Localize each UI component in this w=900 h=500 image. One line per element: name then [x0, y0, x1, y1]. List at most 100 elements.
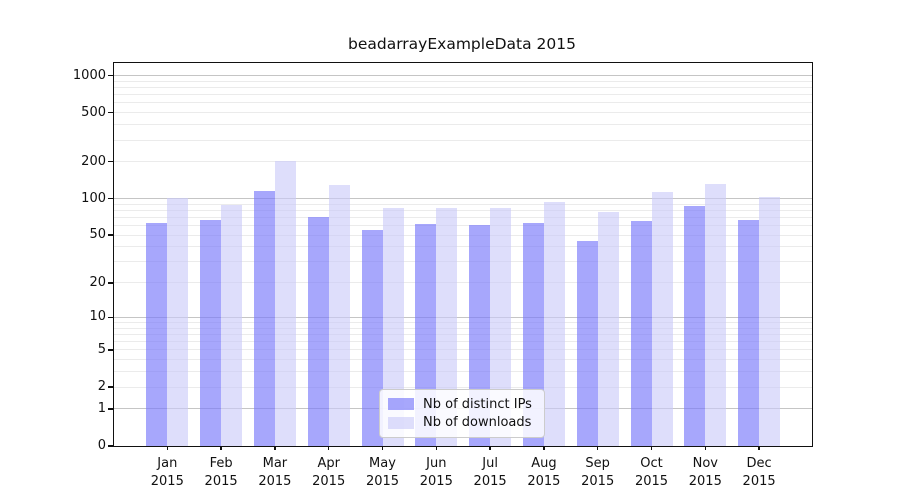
- bar-ips-oct: [630, 221, 652, 446]
- bar-downloads-sep: [597, 211, 619, 446]
- y-tick-mark: [107, 160, 113, 163]
- gridline: [114, 139, 812, 141]
- y-tick-mark: [107, 234, 113, 236]
- bar-ips-jan: [146, 223, 168, 446]
- x-tick-mark: [435, 446, 438, 450]
- y-tick-mark: [107, 386, 113, 388]
- bar-downloads-mar: [274, 160, 296, 446]
- gridline: [114, 334, 812, 335]
- legend-swatch-downloads: [388, 416, 414, 429]
- bar-downloads-jun: [436, 207, 458, 446]
- x-tick-mark: [596, 446, 599, 450]
- gridline: [114, 327, 812, 329]
- x-tick-label: Sep 2015: [581, 456, 615, 489]
- y-tick-label: 500: [81, 104, 106, 120]
- bar-downloads-jul: [490, 207, 512, 446]
- gridline: [114, 371, 812, 373]
- x-tick-label: Apr 2015: [312, 456, 346, 489]
- bar-downloads-jan: [167, 198, 189, 446]
- y-tick-mark: [107, 282, 113, 284]
- gridline-major: [114, 75, 812, 77]
- bar-downloads-apr: [328, 185, 350, 446]
- y-tick-label: 10: [89, 309, 106, 325]
- x-tick-mark: [220, 446, 222, 450]
- bar-downloads-aug: [543, 201, 565, 446]
- legend-item-distinct-ips: Nb of distinct IPs: [388, 395, 536, 413]
- gridline: [114, 282, 812, 284]
- gridline: [114, 203, 812, 205]
- gridline: [114, 80, 812, 82]
- gridline: [114, 234, 812, 236]
- gridline: [114, 161, 812, 163]
- x-tick-mark: [327, 446, 330, 450]
- bar-downloads-nov: [705, 184, 727, 446]
- bar-downloads-may: [382, 208, 404, 446]
- x-tick-label: Nov 2015: [688, 456, 722, 489]
- legend-swatch-distinct-ips: [388, 398, 414, 411]
- y-tick-mark: [107, 197, 113, 200]
- y-tick-mark: [107, 111, 113, 114]
- gridline-major: [114, 316, 812, 318]
- y-tick-mark: [107, 445, 113, 447]
- x-tick-mark: [543, 446, 545, 450]
- bar-ips-nov: [684, 205, 706, 446]
- bar-ips-apr: [307, 217, 329, 446]
- gridline: [114, 112, 812, 114]
- y-tick-label: 1: [97, 400, 106, 416]
- y-tick-mark: [107, 408, 113, 410]
- y-tick-label: 200: [81, 153, 106, 169]
- y-tick-label: 5: [97, 341, 106, 357]
- x-tick-label: Dec 2015: [742, 456, 776, 489]
- y-tick-label: 2: [97, 379, 106, 395]
- gridline: [114, 359, 812, 361]
- y-tick-mark: [107, 74, 113, 77]
- bar-downloads-feb: [221, 205, 243, 446]
- gridline: [114, 261, 812, 263]
- x-tick-mark: [166, 446, 169, 450]
- x-tick-mark: [381, 446, 384, 450]
- x-tick-mark: [704, 446, 707, 450]
- x-tick-mark: [758, 446, 760, 450]
- y-tick-label: 20: [89, 274, 106, 290]
- y-tick-label: 1000: [72, 67, 106, 83]
- x-tick-label: Oct 2015: [634, 456, 669, 489]
- x-tick-label: Jan 2015: [150, 456, 184, 489]
- x-tick-label: Aug 2015: [527, 456, 561, 489]
- gridline: [114, 349, 812, 351]
- x-tick-mark: [489, 446, 491, 450]
- x-tick-mark: [274, 446, 276, 450]
- y-tick-label: 50: [89, 227, 106, 243]
- gridline: [114, 246, 812, 248]
- legend-item-downloads: Nb of downloads: [388, 414, 536, 432]
- gridline: [114, 209, 812, 211]
- legend: Nb of distinct IPs Nb of downloads: [379, 389, 545, 438]
- gridline: [114, 322, 812, 324]
- y-tick-label: 0: [97, 438, 106, 453]
- bar-ips-feb: [200, 219, 222, 446]
- gridline-major: [114, 198, 812, 200]
- y-tick-label: 100: [81, 190, 106, 206]
- gridline: [114, 87, 812, 89]
- y-tick-mark: [107, 349, 113, 351]
- x-tick-mark: [650, 446, 653, 450]
- legend-label-distinct-ips: Nb of distinct IPs: [423, 396, 532, 412]
- gridline: [114, 94, 812, 96]
- x-tick-label: Jun 2015: [419, 456, 453, 489]
- gridline: [114, 225, 812, 227]
- x-tick-label: Feb 2015: [204, 456, 238, 489]
- gridline: [114, 386, 812, 388]
- gridline: [114, 341, 812, 343]
- gridline: [114, 124, 812, 126]
- bar-downloads-oct: [651, 191, 673, 446]
- bar-ips-sep: [576, 240, 598, 446]
- x-tick-label: May 2015: [365, 456, 400, 489]
- legend-label-downloads: Nb of downloads: [423, 415, 532, 431]
- chart-title: beadarrayExampleData 2015: [348, 35, 576, 53]
- gridline: [114, 102, 812, 104]
- x-tick-label: Mar 2015: [258, 456, 292, 489]
- y-tick-mark: [107, 316, 113, 319]
- bar-ips-dec: [738, 219, 760, 446]
- gridline: [114, 216, 812, 218]
- bar-ips-may: [361, 230, 383, 446]
